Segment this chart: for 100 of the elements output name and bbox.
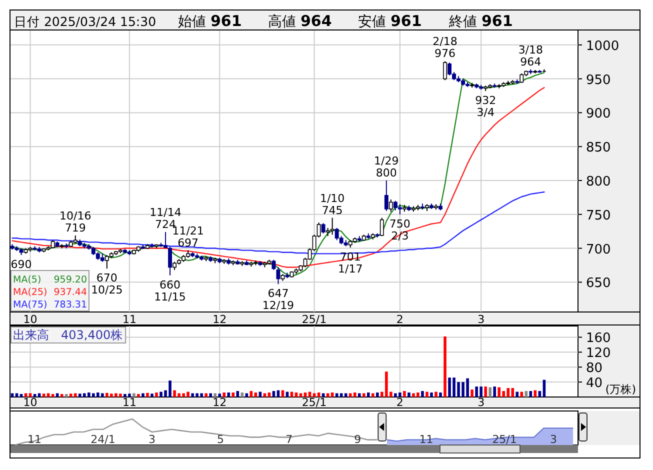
annotation: 2/18 976 [432, 35, 458, 60]
x-tick-label: 3 [478, 396, 485, 409]
y-tick-label: 850 [586, 140, 611, 156]
bar [60, 394, 64, 397]
bar [366, 392, 370, 397]
bar [538, 391, 542, 397]
x-tick-label: 12 [212, 313, 227, 326]
y-tick-label: 1000 [586, 38, 620, 54]
bar [74, 393, 77, 397]
annotation: 10/16 719 [60, 209, 92, 234]
x-tick-label: 3 [550, 433, 558, 446]
x-tick-label: 10 [23, 396, 38, 409]
bar [529, 391, 532, 397]
bar [488, 387, 492, 397]
text: MA(25) 937.44 [13, 287, 87, 298]
text: MA(75) 783.31 [13, 300, 87, 310]
text: 安値 961 [358, 12, 422, 30]
x-tick-label: 25/1 [302, 313, 327, 326]
bar [204, 393, 208, 397]
y-axis-title: (万株) [605, 383, 636, 396]
bar [408, 392, 410, 397]
bar [353, 392, 356, 397]
bar [146, 392, 149, 397]
bar [444, 336, 446, 397]
bar [376, 392, 379, 397]
bar [516, 392, 519, 397]
y-tick-label: 700 [586, 242, 611, 258]
text: 終値 961 [448, 12, 513, 30]
annotation: 1/10 745 [320, 192, 345, 217]
bar [20, 394, 23, 397]
y-tick-label: 800 [586, 174, 611, 190]
x-tick-label: 25/1 [302, 396, 327, 409]
bar [227, 392, 230, 397]
candlestick [272, 259, 276, 270]
bar [254, 392, 258, 397]
x-tick-label: 5 [217, 433, 224, 446]
chart-title: 日付 2025/03/24 15:30 [14, 14, 156, 29]
bar [240, 392, 244, 397]
bar [236, 391, 240, 397]
candlestick [380, 217, 384, 237]
bar [421, 391, 424, 397]
bar [222, 392, 226, 397]
x-tick-label: 9 [354, 433, 362, 446]
x-tick-label: 2 [396, 313, 404, 326]
y-tick-label: 120 [586, 346, 611, 362]
bar [209, 393, 212, 397]
x-tick-label: 3 [148, 433, 156, 446]
y-tick-label: 950 [586, 72, 611, 88]
annotation: 1/29 800 [374, 154, 399, 180]
x-tick-label: 11 [122, 313, 136, 326]
bar [317, 392, 320, 397]
chart-title: 出来高 403,400株 [13, 328, 123, 342]
y-tick-label: 80 [586, 361, 603, 376]
bar [371, 393, 374, 397]
candlestick [398, 204, 402, 215]
candlestick [168, 246, 172, 276]
candlestick [384, 180, 388, 212]
bar [150, 394, 154, 397]
bar [358, 393, 361, 397]
bar [498, 387, 501, 397]
candlestick [520, 72, 524, 84]
bar [33, 394, 36, 397]
candlestick [388, 198, 393, 212]
bar [330, 392, 334, 397]
bar [142, 393, 144, 397]
bar [250, 391, 253, 397]
bar [434, 392, 438, 397]
x-tick-label: 25/1 [492, 433, 517, 446]
x-tick-label: 7 [286, 433, 293, 446]
bar [470, 390, 474, 397]
bar [484, 386, 487, 397]
text: 高値 964 [268, 12, 332, 30]
bar [268, 392, 271, 397]
x-tick-label: 24/1 [90, 433, 116, 446]
annotation: 932 3/4 [475, 94, 496, 120]
annotation: 690 [10, 258, 32, 272]
candlestick [443, 60, 447, 81]
bar [524, 391, 528, 397]
y-tick-label: 40 [586, 376, 603, 392]
bar [272, 391, 276, 397]
text: 始値 961 [178, 12, 242, 30]
x-tick-label: 11 [122, 396, 136, 409]
annotation: 660 11/15 [154, 278, 186, 304]
bar [430, 392, 433, 397]
bar [51, 394, 54, 397]
annotation: 647 12/19 [262, 287, 294, 312]
y-tick-label: 650 [586, 276, 611, 292]
annotation: 670 10/25 [91, 272, 123, 297]
x-tick-label: 3 [478, 313, 485, 326]
bar [155, 392, 158, 397]
annotation: 3/18 964 [518, 43, 544, 68]
bar [426, 392, 428, 397]
bar [42, 394, 46, 397]
bar [218, 394, 222, 397]
bar [137, 394, 140, 397]
bar [132, 393, 136, 397]
bar [232, 392, 235, 397]
candlestick [321, 222, 326, 234]
bar [294, 392, 298, 397]
bar [403, 391, 406, 397]
